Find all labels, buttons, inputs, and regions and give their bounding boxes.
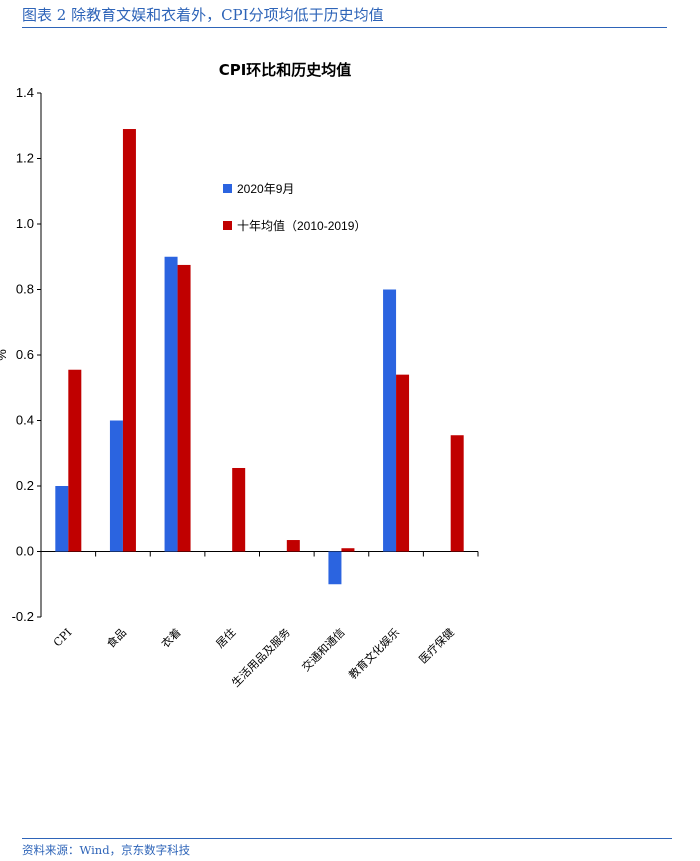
bar-series-1: [164, 256, 178, 552]
y-tick-label: 0.8: [16, 282, 34, 297]
x-tick-label: 交通和通信: [299, 625, 348, 674]
x-tick-label: 生活用品及服务: [229, 625, 293, 689]
bar-series-2: [396, 374, 410, 552]
figure-footer: 资料来源：Wind，京东数字科技: [22, 838, 672, 858]
bar-series-2: [450, 435, 464, 552]
y-tick-label: 1.2: [16, 151, 34, 166]
bar-series-1: [55, 486, 69, 552]
figure-header: 图表 2 除教育文娱和衣着外，CPI分项均低于历史均值: [22, 4, 667, 28]
bar-series-2: [286, 540, 300, 552]
legend-label-series-2: 十年均值（2010-2019）: [237, 218, 366, 233]
bar-series-1: [328, 551, 342, 585]
legend-swatch-series-1: [223, 184, 232, 193]
x-tick-label: 衣着: [158, 625, 183, 650]
y-tick-label: 0.4: [16, 413, 34, 428]
bar-series-2: [122, 129, 136, 552]
legend-swatch-series-2: [223, 221, 232, 230]
bar-series-2: [232, 467, 246, 552]
y-tick-labels: 1.4 1.2 1.0 0.8 0.6 0.4 0.2 0.0 -0.2: [12, 85, 34, 624]
bar-series-2: [177, 264, 191, 552]
y-tick-label: 0.0: [16, 544, 34, 559]
legend-label-series-1: 2020年9月: [237, 182, 294, 196]
bar-series-2: [341, 548, 355, 552]
y-axis-label: %: [0, 349, 9, 361]
bar-series-1: [383, 289, 397, 552]
x-tick-label: 教育文化娱乐: [346, 625, 403, 682]
y-tick-label: -0.2: [12, 609, 34, 624]
axes: [37, 92, 479, 618]
bar-series-2: [68, 369, 82, 552]
y-tick-label: 1.0: [16, 216, 34, 231]
x-tick-label: 居住: [213, 625, 238, 650]
bar-series-1: [109, 420, 123, 552]
y-tick-label: 0.2: [16, 478, 34, 493]
x-tick-label: CPI: [51, 626, 74, 649]
bars: [55, 129, 464, 585]
source-note: 资料来源：Wind，京东数字科技: [22, 843, 191, 857]
x-tick-label: 食品: [104, 625, 129, 650]
figure-title: 图表 2 除教育文娱和衣着外，CPI分项均低于历史均值: [22, 6, 384, 24]
y-tick-label: 0.6: [16, 347, 34, 362]
x-tick-label: 医疗保健: [416, 625, 457, 666]
y-tick-label: 1.4: [16, 85, 34, 100]
chart-title: CPI环比和历史均值: [219, 61, 352, 79]
